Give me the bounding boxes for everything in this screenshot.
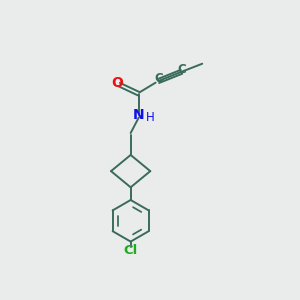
- Text: O: O: [111, 76, 123, 90]
- Text: C: C: [154, 72, 163, 85]
- Text: N: N: [133, 107, 145, 122]
- Text: C: C: [177, 63, 186, 76]
- Text: H: H: [146, 111, 155, 124]
- Text: Cl: Cl: [124, 244, 138, 257]
